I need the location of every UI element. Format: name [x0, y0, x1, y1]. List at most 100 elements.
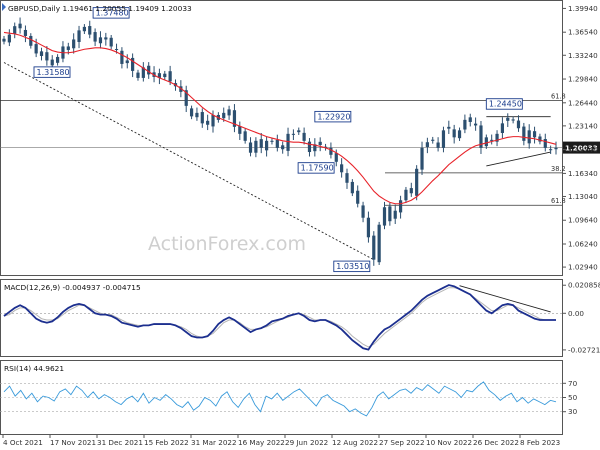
price-candle-body: [334, 153, 338, 162]
price-candle-body: [50, 59, 54, 66]
indicator-lines-layer: [3, 31, 557, 417]
annotation-layer: 1.37480 1.31580 1.22920 1.17590 1.03510 1.244…: [33, 7, 600, 273]
price-candle-body: [39, 51, 44, 56]
price-y-tick-label: 1.06240: [568, 240, 598, 249]
price-candle-body: [329, 147, 333, 155]
price-candle-body: [232, 110, 237, 127]
price-candle-body: [211, 114, 215, 127]
price-y-tick-label: 1.02940: [568, 263, 598, 272]
price-panel-frame: [0, 0, 563, 276]
x-tick-labels: 4 Oct 2021 17 Nov 2021 31 Dec 2021 15 Feb 2…: [2, 434, 560, 447]
x-tick-label: 10 Nov 2022: [426, 438, 472, 447]
price-candle-body: [281, 145, 285, 150]
moving-average-line: [3, 31, 557, 205]
price-candle-body: [131, 57, 135, 71]
rsi-line: [3, 381, 557, 417]
macd-panel-frame: [0, 279, 563, 357]
price-annotation-box: [485, 98, 523, 110]
price-candle-body: [227, 109, 231, 116]
x-tick-label: 31 Dec 2021: [97, 438, 143, 447]
price-candle-body: [13, 26, 17, 34]
price-candle-body: [275, 139, 279, 148]
price-candle-body: [88, 26, 92, 35]
price-annotation-label: 1.22920: [317, 112, 350, 121]
price-candle-body: [500, 123, 505, 134]
price-y-tick-label: 1.16340: [568, 169, 598, 178]
price-candle-body: [189, 108, 194, 117]
price-candle-body: [270, 140, 274, 142]
x-tick-label: 4 Oct 2021: [3, 438, 43, 447]
price-candle-body: [340, 164, 344, 173]
price-candle-body: [318, 141, 322, 146]
price-candle-body: [109, 37, 113, 47]
x-tick-label: 12 Aug 2022: [332, 438, 378, 447]
price-candle-body: [457, 130, 462, 139]
price-candle-body: [415, 168, 419, 196]
price-candle-body: [425, 142, 429, 147]
price-candle-body: [398, 200, 403, 213]
rsi-panel-title: RSI(14) 44.9621: [4, 364, 64, 373]
price-candle-body: [179, 86, 183, 92]
price-y-tick-label: 1.39940: [568, 4, 598, 13]
price-annotation-label: 1.31580: [37, 68, 70, 77]
price-candle-body: [238, 126, 242, 134]
price-candle-body: [522, 126, 526, 141]
price-candle-body: [23, 29, 28, 36]
price-candle-body: [248, 142, 253, 153]
macd-panel-title: MACD(12,26,9) -0.004937 -0.004715: [4, 283, 141, 292]
watermark: ActionForex.com: [148, 233, 306, 255]
price-candle-body: [527, 130, 531, 144]
price-candle-body: [45, 52, 49, 61]
macd-y-tick-label: 0.00: [568, 309, 584, 318]
price-candle-body: [361, 205, 365, 218]
price-trendline: [3, 62, 374, 261]
price-candle-body: [291, 133, 295, 135]
price-annotation-box: [92, 7, 130, 19]
price-candle-body: [77, 30, 81, 42]
trendline-layer: [3, 62, 551, 313]
price-candle-body: [436, 142, 440, 148]
macd-y-tick-label: -0.027213: [568, 345, 600, 354]
price-candle-body: [372, 235, 376, 260]
price-candle-body: [259, 139, 263, 148]
price-y-tick-label: 1.33240: [568, 51, 598, 60]
price-candle-body: [72, 39, 76, 49]
price-candle-body: [345, 173, 349, 183]
price-candle-body: [195, 112, 199, 118]
price-candle-body: [157, 73, 162, 78]
price-annotation-box: [297, 162, 335, 174]
price-annotation-box: [33, 66, 71, 78]
y-tick-labels: 1.39940 1.36540 1.33240 1.29840 1.26440 1.231…: [562, 4, 600, 416]
price-candle-body: [516, 120, 521, 129]
price-candle-body: [479, 125, 483, 148]
price-candle-body: [120, 50, 124, 64]
price-candle-body: [82, 26, 86, 32]
price-candle-body: [511, 119, 515, 121]
price-candle-body: [286, 133, 290, 151]
x-tick-label: 17 Nov 2021: [50, 438, 96, 447]
price-candle-body: [125, 60, 129, 64]
price-candle-body: [388, 206, 392, 222]
price-y-tick-label: 1.23140: [568, 121, 598, 130]
price-candle-body: [404, 189, 408, 201]
x-tick-label: 26 Dec 2022: [473, 438, 519, 447]
current-price-tag: [563, 141, 600, 154]
price-candle-body: [265, 140, 269, 151]
price-candle-body: [350, 181, 354, 194]
price-candle-body: [495, 133, 499, 142]
price-candle-body: [532, 131, 537, 138]
price-candle-body: [114, 48, 119, 50]
price-candle-body: [441, 130, 446, 148]
price-candle-body: [549, 149, 553, 151]
price-candle-body: [506, 117, 510, 121]
price-candle-body: [474, 123, 478, 126]
price-candle-body: [538, 136, 542, 142]
macd-y-tick-label: 0.020858: [568, 281, 600, 290]
price-candle-body: [141, 67, 145, 78]
price-panel-title: GBPUSD,Daily 1.19461 1.20055 1.19409 1.2…: [8, 4, 192, 13]
price-candle-body: [543, 139, 547, 148]
macd-line: [3, 284, 556, 351]
price-candle-body: [147, 65, 151, 75]
price-candle-body: [18, 23, 22, 29]
price-candle-body: [431, 139, 435, 141]
